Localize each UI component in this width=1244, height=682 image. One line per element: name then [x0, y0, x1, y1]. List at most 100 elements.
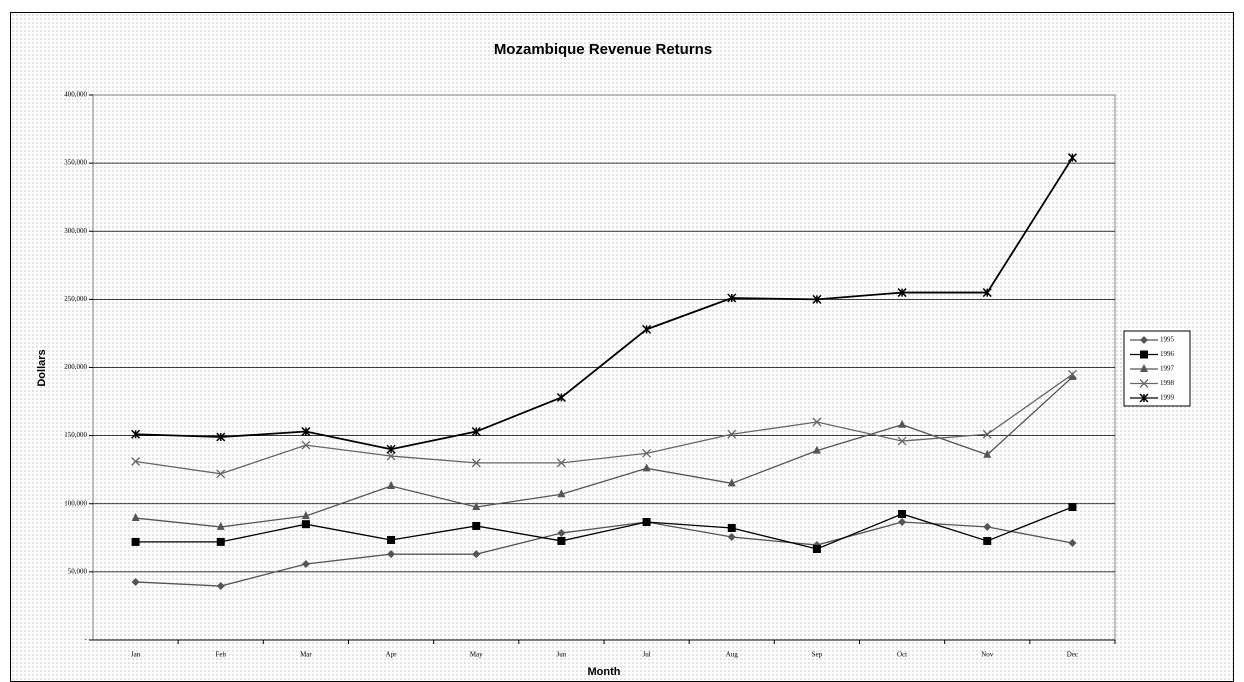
data-point — [897, 288, 907, 298]
data-point — [216, 521, 225, 530]
data-point — [557, 529, 566, 538]
legend-marker — [1140, 350, 1148, 359]
y-tick-label: 100,000 — [64, 499, 87, 507]
data-point — [557, 489, 566, 498]
data-point — [557, 536, 566, 545]
x-axis-label: Month — [588, 666, 621, 675]
data-point — [897, 436, 907, 446]
y-tick-label: 250,000 — [64, 295, 87, 303]
x-tick-label: Jan — [131, 651, 141, 659]
data-point — [386, 444, 396, 454]
data-point — [131, 537, 140, 546]
data-point — [812, 294, 822, 304]
data-point — [812, 417, 822, 427]
legend-label: 1998 — [1160, 379, 1175, 387]
data-point — [642, 448, 652, 458]
x-tick-label: May — [470, 651, 483, 659]
data-point — [727, 532, 736, 541]
data-point — [982, 288, 992, 298]
data-point — [727, 524, 736, 533]
x-tick-label: Dec — [1067, 651, 1078, 659]
data-point — [983, 536, 992, 545]
data-point — [301, 511, 310, 520]
data-point — [472, 550, 481, 559]
y-tick-label: 150,000 — [64, 431, 87, 439]
x-tick-label: Mar — [300, 651, 312, 659]
data-point — [642, 324, 652, 334]
data-point — [216, 537, 225, 546]
x-tick-label: Feb — [216, 651, 227, 659]
legend-marker — [1139, 393, 1149, 403]
chart-title: Mozambique Revenue Returns — [494, 41, 712, 58]
data-point — [131, 513, 140, 522]
data-point — [216, 582, 225, 591]
x-tick-label: Aug — [726, 651, 739, 659]
data-point — [727, 429, 737, 439]
legend-marker — [1140, 336, 1148, 344]
data-point — [301, 440, 311, 450]
data-point — [642, 463, 651, 472]
data-point — [727, 293, 737, 303]
data-point — [131, 577, 140, 586]
data-point — [472, 502, 481, 511]
data-point — [727, 478, 736, 487]
data-point — [471, 427, 481, 437]
x-tick-label: Jul — [642, 651, 650, 659]
x-tick-label: Jun — [557, 651, 567, 659]
y-tick-label: 400,000 — [64, 91, 87, 99]
data-point — [216, 469, 226, 479]
x-tick-label: Nov — [981, 651, 994, 659]
data-point — [983, 449, 992, 458]
y-tick-label: 350,000 — [64, 159, 87, 167]
series-line — [135, 521, 1073, 587]
data-point — [387, 481, 396, 490]
legend-marker — [1140, 364, 1148, 372]
chart-area — [10, 12, 1234, 682]
data-point — [812, 544, 821, 553]
x-tick-label: Oct — [897, 651, 907, 659]
data-point — [1067, 369, 1077, 379]
data-point — [1067, 153, 1077, 163]
x-tick-label: Apr — [386, 651, 398, 659]
legend-label: 1999 — [1160, 394, 1175, 402]
data-point — [301, 427, 311, 437]
legend-label: 1997 — [1160, 365, 1175, 373]
y-tick-label: 200,000 — [64, 363, 87, 371]
data-point — [131, 429, 141, 439]
data-point — [301, 559, 310, 568]
legend-label: 1995 — [1160, 336, 1175, 344]
data-point — [471, 458, 481, 468]
legend-marker — [1139, 379, 1149, 388]
data-point — [131, 457, 141, 466]
data-point — [982, 429, 992, 439]
data-point — [1068, 538, 1077, 547]
y-axis-label: Dollars — [36, 349, 48, 386]
data-point — [472, 521, 481, 530]
data-point — [1068, 372, 1077, 381]
data-point — [301, 520, 310, 529]
data-point — [387, 535, 396, 544]
data-point — [812, 445, 821, 454]
data-point — [642, 518, 651, 527]
data-point — [898, 509, 907, 518]
data-point — [1068, 503, 1077, 512]
data-point — [216, 432, 226, 442]
y-tick-label: - — [85, 636, 88, 644]
series-line — [135, 506, 1073, 550]
series-line — [135, 376, 1073, 528]
data-point — [898, 419, 907, 428]
data-point — [898, 518, 907, 527]
data-point — [556, 458, 566, 468]
legend-label: 1996 — [1160, 350, 1175, 358]
series-line — [135, 373, 1073, 475]
x-tick-label: Sep — [812, 651, 823, 659]
data-point — [556, 392, 566, 403]
y-tick-label: 300,000 — [64, 227, 87, 235]
data-point — [386, 451, 396, 461]
y-tick-label: 50,000 — [68, 567, 88, 575]
series-line — [135, 157, 1074, 451]
data-point — [387, 550, 396, 559]
data-point — [983, 522, 992, 531]
